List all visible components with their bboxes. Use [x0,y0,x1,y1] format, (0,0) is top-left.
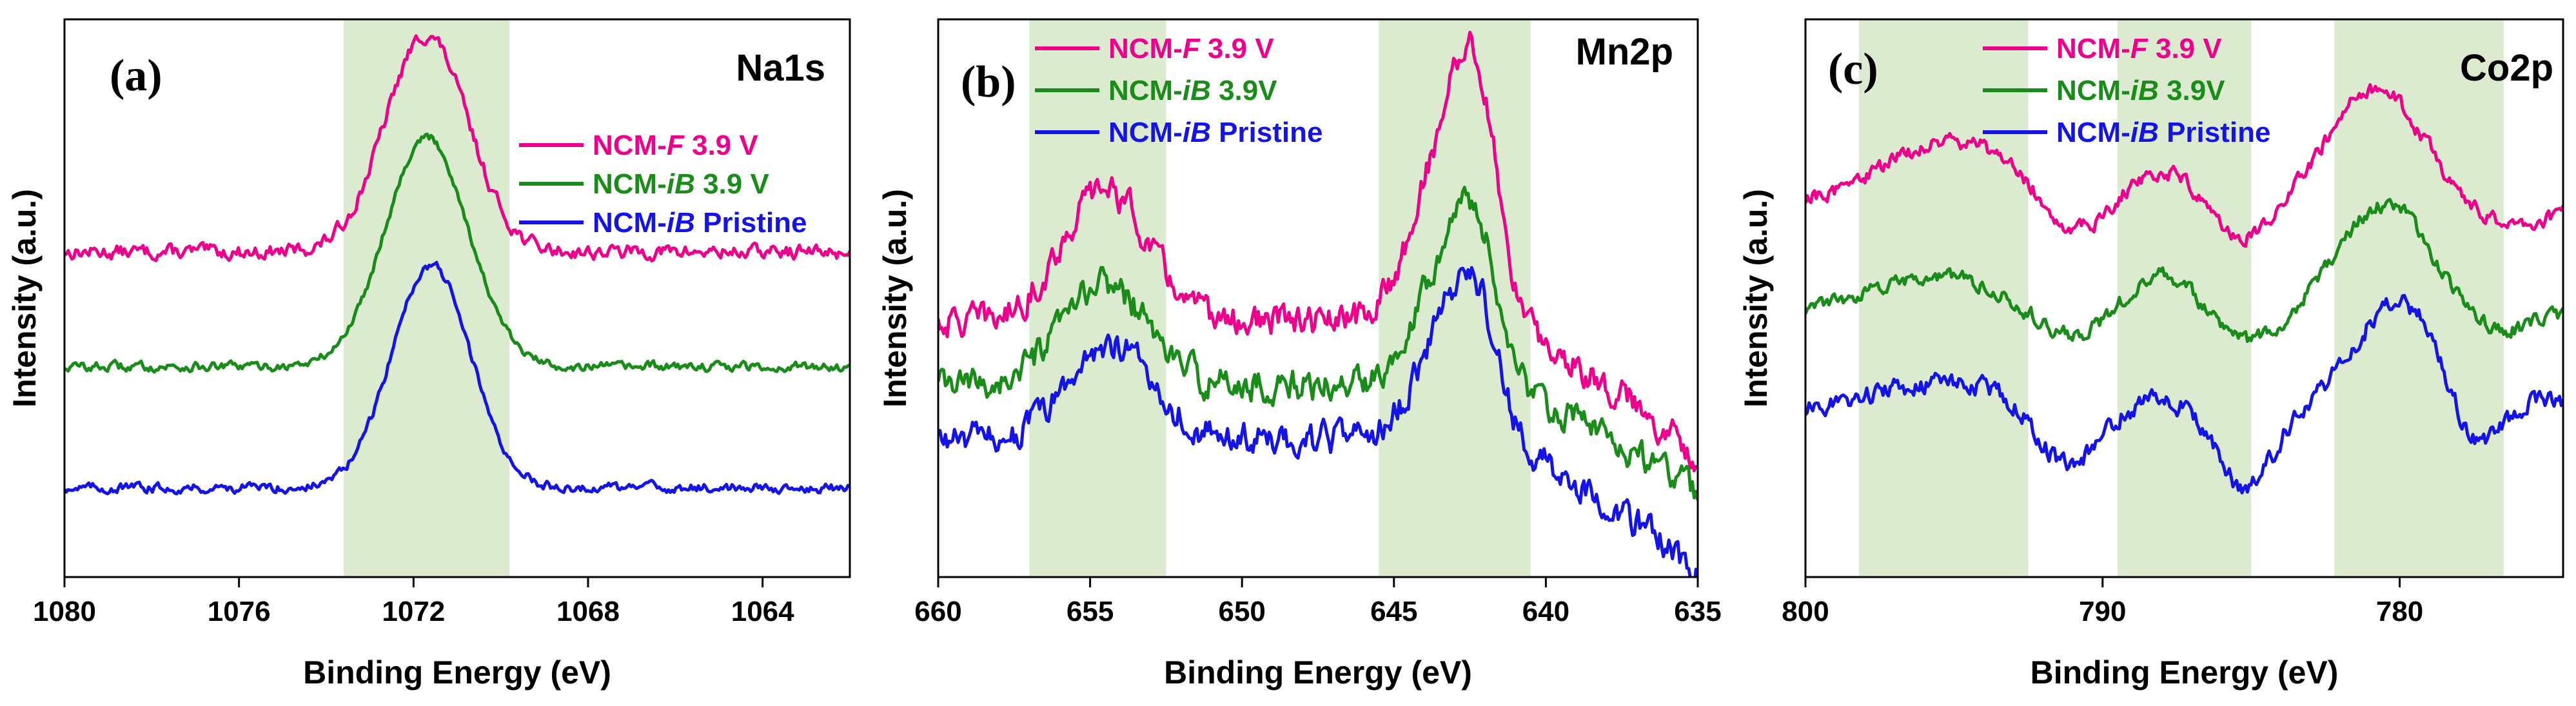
series-line [938,266,1698,577]
x-tick-label: 650 [1218,596,1265,627]
x-tick-label: 635 [1674,596,1721,627]
shaded-region [344,19,510,577]
panel-b: 660 655 650 645 640 635 Binding Energy (eV) Int… [877,18,1722,691]
x-tick-label: 655 [1067,596,1114,627]
legend-entry: NCM-F 3.9 V [1108,33,1274,64]
shaded-region [1858,19,2029,577]
x-tick-label: 1076 [208,596,271,627]
legend-entry: NCM-iB 3.9V [1108,75,1277,106]
panel-a: 1080 1076 1072 1068 1064 Binding Energy (eV) I… [6,18,851,691]
shaded-region [2117,19,2252,577]
legend-entry: NCM-F 3.9 V [593,130,758,161]
series-line [64,132,850,374]
series-line [1805,83,2563,248]
legend-entry: NCM-iB Pristine [2056,117,2270,148]
legend-entry: NCM-iB 3.9V [2056,75,2225,106]
x-tick-label: 800 [1782,596,1829,627]
panel-label: (c) [1828,44,1878,94]
x-tick-label: 660 [914,596,961,627]
x-tick-label: 1064 [731,596,794,627]
shaded-region [1029,19,1166,577]
series-line [938,186,1698,501]
panel-label: (a) [110,51,162,101]
x-tick-label: 790 [2079,596,2126,627]
element-title: Co2p [2460,47,2553,89]
legend-entry: NCM-iB 3.9 V [593,168,769,200]
x-axis-label: Binding Energy (eV) [303,654,611,691]
legend-entry: NCM-iB Pristine [593,207,807,239]
x-tick-label: 1072 [382,596,445,627]
axes-frame [63,18,851,578]
series-line [64,260,850,496]
series-line [1805,197,2563,343]
y-axis-label: Intensity (a.u.) [6,189,43,407]
series-line [64,34,850,262]
x-axis-label: Binding Energy (eV) [2030,654,2339,691]
element-title: Na1s [736,47,825,89]
x-tick-label: 780 [2376,596,2423,627]
panel-label: (b) [961,57,1016,107]
series-line [938,30,1698,473]
series-line [1805,293,2563,495]
shaded-region [2334,19,2504,577]
legend-entry: NCM-iB Pristine [1108,117,1322,148]
x-axis-label: Binding Energy (eV) [1164,654,1472,691]
y-axis-label: Intensity (a.u.) [1738,189,1774,407]
shaded-region [1379,19,1531,577]
axes-frame [1804,18,2564,578]
legend-entry: NCM-F 3.9 V [2056,33,2222,64]
y-axis-label: Intensity (a.u.) [877,189,913,407]
x-tick-label: 1068 [556,596,620,627]
panel-c: 800 790 780 Binding Energy (eV) Intensity (a… [1738,18,2564,691]
x-tick-label: 645 [1370,596,1417,627]
axes-frame [937,18,1699,578]
x-tick-label: 640 [1522,596,1569,627]
x-tick-label: 1080 [33,596,96,627]
element-title: Mn2p [1576,31,1673,73]
